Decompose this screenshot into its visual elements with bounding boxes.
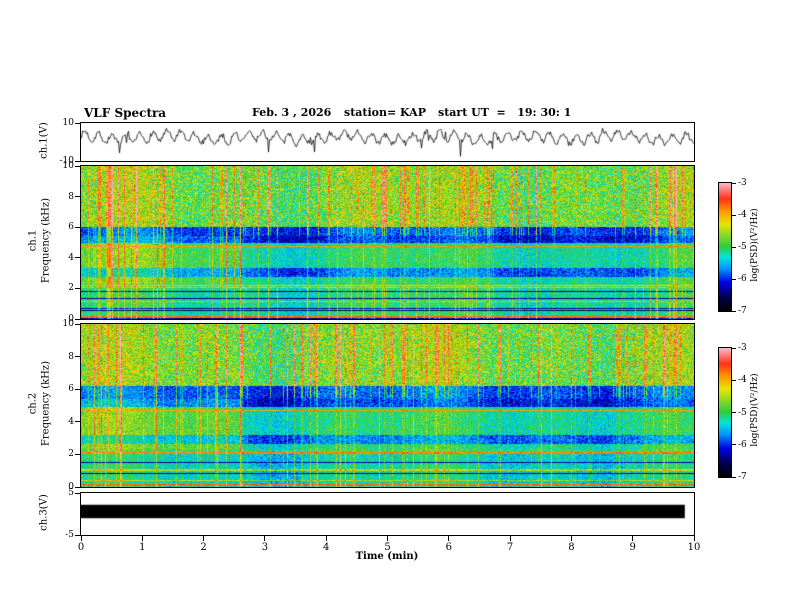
colorbar-tick-mark: [732, 379, 736, 381]
y-tick-mark: [75, 287, 80, 289]
colorbar-tick-label: -6: [738, 274, 747, 284]
ch2-colorbar-canvas: [719, 348, 731, 477]
y-tick-label: 2: [68, 449, 74, 460]
figure-title: VLF Spectra: [84, 106, 167, 120]
date-label: Feb. 3 , 2026: [252, 106, 332, 119]
x-tick-label: 9: [629, 542, 636, 553]
y-tick-mark: [75, 486, 80, 488]
start-ut-label: start UT = 19: 30: 1: [438, 106, 572, 119]
y-tick-mark: [75, 356, 80, 358]
x-tick-mark: [264, 536, 266, 541]
y-tick-label: 10: [62, 161, 74, 171]
y-tick-mark: [75, 534, 80, 536]
station-label: station= KAP: [344, 106, 426, 119]
ch1-waveform-canvas: [81, 123, 694, 161]
y-tick-label: 6: [68, 384, 74, 395]
ch1-spectrogram-panel: [80, 165, 695, 320]
x-tick-label: 0: [77, 542, 85, 553]
colorbar-tick-label: -6: [738, 439, 747, 450]
ch1-colorbar-canvas: [719, 183, 731, 311]
ch2-channel-label: ch.2: [27, 392, 39, 415]
x-tick-mark: [448, 536, 450, 541]
colorbar-tick-mark: [732, 182, 736, 184]
ch3-voltage-axis-label: ch.3(V): [38, 494, 50, 531]
y-tick-label: 10: [62, 118, 74, 128]
colorbar-tick-label: -4: [738, 210, 747, 220]
y-tick-label: -10: [59, 156, 75, 166]
colorbar-tick-mark: [732, 214, 736, 216]
ch1-colorbar: [718, 182, 732, 312]
y-tick-mark: [75, 196, 80, 198]
y-tick-label: 0: [68, 314, 74, 324]
ch3-waveform-panel: [80, 492, 695, 536]
x-tick-mark: [632, 536, 634, 541]
y-tick-label: 8: [68, 351, 74, 362]
y-tick-label: 0: [68, 482, 74, 492]
ch2-colorbar: [718, 347, 732, 478]
colorbar-tick-label: -7: [738, 472, 747, 482]
colorbar-tick-label: -5: [738, 407, 747, 418]
x-tick-mark: [509, 536, 511, 541]
x-tick-label: 1: [139, 542, 146, 553]
x-tick-mark: [693, 536, 695, 541]
x-tick-label: 5: [384, 542, 391, 553]
y-tick-label: 8: [68, 191, 74, 202]
colorbar-tick-mark: [732, 476, 736, 478]
ch2-spectrogram-canvas: [81, 324, 694, 487]
x-tick-mark: [141, 536, 143, 541]
y-tick-mark: [75, 492, 80, 494]
y-tick-mark: [75, 318, 80, 320]
y-tick-label: 4: [68, 416, 74, 427]
y-tick-label: 2: [68, 283, 74, 294]
x-tick-mark: [387, 536, 388, 541]
x-tick-mark: [325, 536, 327, 541]
y-tick-mark: [75, 160, 80, 162]
colorbar-tick-mark: [732, 444, 736, 446]
x-tick-mark: [80, 536, 82, 541]
y-tick-mark: [75, 257, 80, 259]
y-tick-mark: [75, 421, 80, 423]
colorbar-tick-mark: [732, 310, 736, 312]
x-tick-label: 2: [200, 542, 207, 553]
y-tick-mark: [75, 388, 80, 390]
colorbar-tick-label: -3: [738, 178, 747, 188]
x-tick-label: 4: [323, 542, 330, 553]
y-tick-mark: [75, 226, 80, 228]
colorbar-tick-mark: [732, 246, 736, 248]
x-tick-label: 3: [261, 542, 269, 553]
ch1-spectrogram-canvas: [81, 166, 694, 319]
y-tick-label: 6: [68, 222, 74, 233]
ch1-waveform-panel: [80, 122, 695, 162]
y-tick-mark: [75, 122, 80, 124]
y-tick-label: 4: [68, 252, 74, 263]
colorbar-tick-mark: [732, 412, 736, 413]
x-tick-mark: [203, 536, 205, 541]
x-tick-label: 6: [445, 542, 452, 553]
ch2-spectrogram-panel: [80, 323, 695, 488]
y-tick-mark: [75, 453, 80, 455]
x-tick-label: 10: [687, 542, 701, 553]
ch3-waveform-canvas: [81, 493, 694, 535]
y-tick-label: 5: [68, 488, 74, 498]
colorbar-tick-label: -4: [738, 375, 747, 386]
y-tick-mark: [75, 165, 80, 167]
colorbar-tick-mark: [732, 347, 736, 349]
y-tick-mark: [75, 323, 80, 325]
colorbar-tick-label: -5: [738, 242, 747, 252]
y-tick-label: -5: [65, 530, 74, 540]
y-tick-label: 10: [62, 319, 74, 329]
x-tick-mark: [570, 536, 572, 541]
colorbar-tick-label: -3: [738, 343, 747, 353]
colorbar-tick-mark: [732, 278, 736, 280]
x-tick-label: 8: [568, 542, 575, 553]
colorbar-tick-label: -7: [738, 306, 747, 316]
time-axis-label: Time (min): [355, 551, 419, 562]
x-tick-label: 7: [506, 542, 514, 553]
